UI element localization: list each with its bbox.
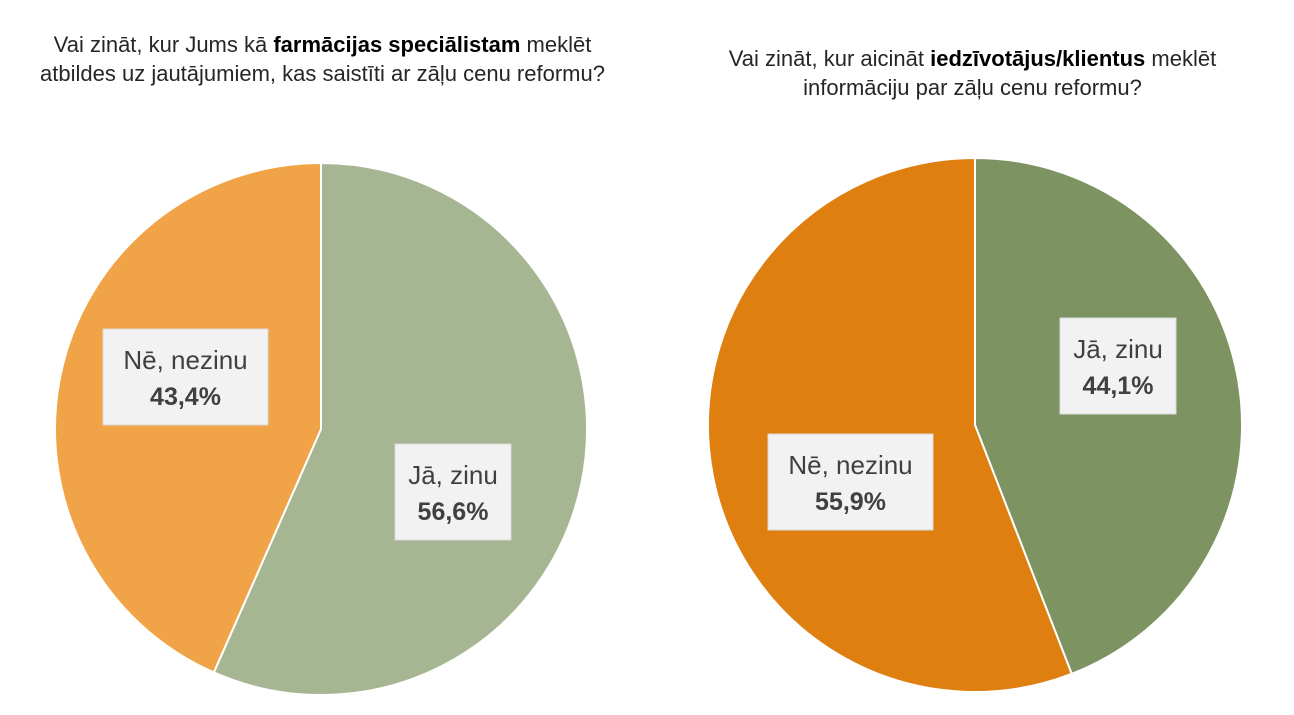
title-right-pre: Vai zināt, kur aicināt xyxy=(728,46,931,71)
slice-label: Jā, zinu xyxy=(1073,334,1163,364)
pie-slice-right-1 xyxy=(707,156,1074,693)
slice-value-label: 44,1% xyxy=(1083,372,1154,400)
pie-slice-right-0 xyxy=(974,156,1243,676)
title-right-post: meklēt informāciju par zāļu cenu reformu… xyxy=(803,46,1217,100)
chart-title-right: Vai zināt, kur aicināt iedzīvotājus/klie… xyxy=(690,44,1255,102)
data-label-right-0: Jā, zinu 44,1% xyxy=(1059,317,1177,415)
data-label-box xyxy=(767,433,934,531)
title-left-bold: farmācijas speciālistam xyxy=(273,32,521,57)
title-right-bold: iedzīvotājus/klientus xyxy=(930,46,1146,71)
data-label-left-1: Nē, nezinu 43,4% xyxy=(102,328,269,426)
slice-label: Jā, zinu xyxy=(408,460,498,490)
chart-title-left: Vai zināt, kur Jums kā farmācijas speciā… xyxy=(40,30,605,88)
slice-value-label: 56,6% xyxy=(418,498,489,526)
slice-label: Nē, nezinu xyxy=(123,345,247,375)
slice-value-label: 43,4% xyxy=(150,383,221,411)
data-label-left-0: Jā, zinu 56,6% xyxy=(394,443,512,541)
title-left-pre: Vai zināt, kur Jums kā xyxy=(53,32,274,57)
slice-value-label: 55,9% xyxy=(815,488,886,516)
pie-slice-left-0 xyxy=(212,161,589,696)
slice-label: Nē, nezinu xyxy=(788,450,912,480)
data-label-box xyxy=(1059,317,1177,415)
data-label-box xyxy=(102,328,269,426)
data-label-box xyxy=(394,443,512,541)
title-left-post: meklēt atbildes uz jautājumiem, kas sais… xyxy=(40,32,605,86)
data-label-right-1: Nē, nezinu 55,9% xyxy=(767,433,934,531)
